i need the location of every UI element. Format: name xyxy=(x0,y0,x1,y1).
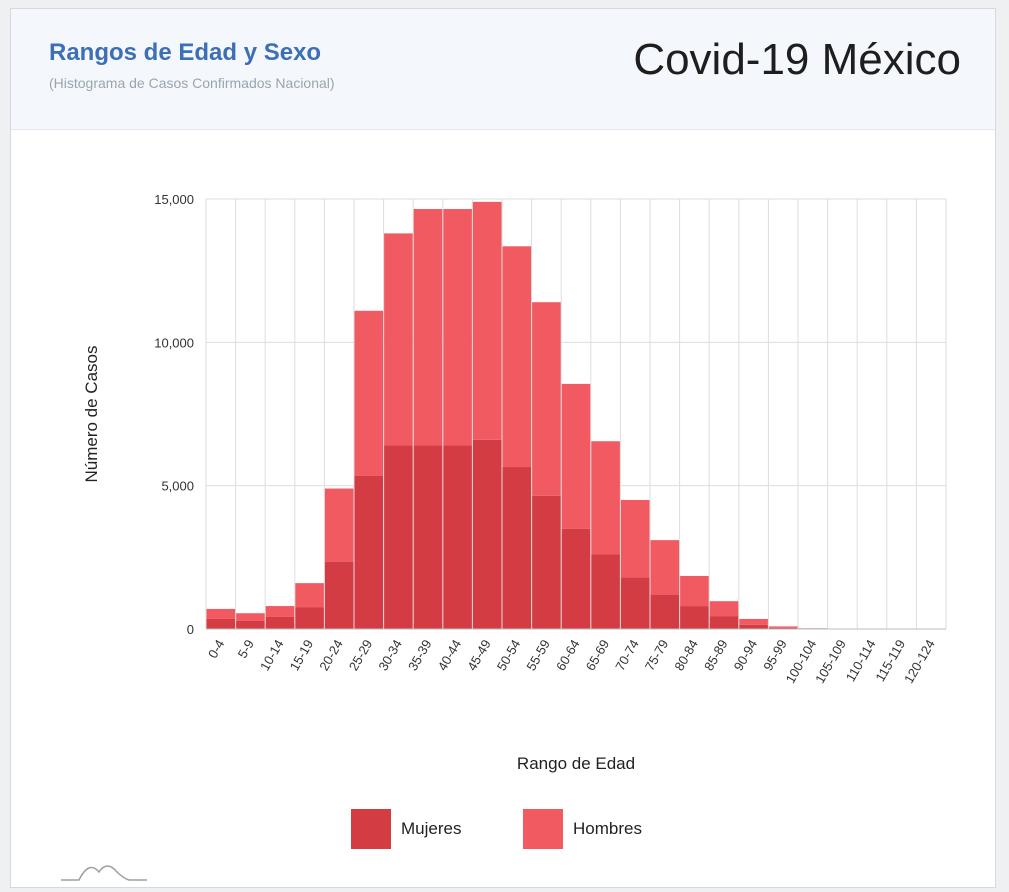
x-tick-label: 75-79 xyxy=(642,637,672,673)
bar-mujeres xyxy=(502,467,532,629)
x-tick-label: 90-94 xyxy=(731,637,761,673)
logo-icon xyxy=(61,865,147,881)
bar-hombres xyxy=(384,233,413,446)
x-tick-label: 35-39 xyxy=(405,637,435,673)
legend-swatch-mujeres xyxy=(351,809,391,849)
x-tick-label: 85-89 xyxy=(701,637,731,673)
x-axis-label: Rango de Edad xyxy=(517,754,635,773)
histogram-chart: 0 5,000 10,000 15,000 0-4 5-9 10-14 15-19 20-24 2… xyxy=(82,192,947,773)
chart-title: Rangos de Edad y Sexo xyxy=(49,39,322,66)
bar-hombres xyxy=(591,441,620,555)
x-tick-label: 50-54 xyxy=(494,637,524,673)
bar-mujeres xyxy=(680,606,709,629)
y-tick-label: 10,000 xyxy=(154,335,194,350)
bar-hombres xyxy=(739,618,768,625)
brand-title: Covid-19 México xyxy=(633,35,961,84)
bar-hombres xyxy=(443,209,472,446)
x-tick-label: 10-14 xyxy=(257,637,287,673)
bar-mujeres xyxy=(532,495,561,629)
bar-mujeres xyxy=(561,528,591,629)
y-tick-label: 5,000 xyxy=(161,479,194,494)
bar-hombres xyxy=(680,575,709,607)
y-tick-label: 15,000 xyxy=(154,192,194,207)
bar-hombres xyxy=(265,606,295,617)
chart-card: Rangos de Edad y Sexo (Histograma de Cas… xyxy=(10,8,996,888)
legend-hombres[interactable]: Hombres xyxy=(523,809,642,849)
bar-hombres xyxy=(206,608,236,619)
bar-mujeres xyxy=(354,475,384,629)
chart-subtitle: (Histograma de Casos Confirmados Naciona… xyxy=(49,75,335,91)
legend-label-mujeres: Mujeres xyxy=(401,819,462,838)
x-tick-label: 65-69 xyxy=(583,637,613,673)
bar-hombres xyxy=(502,246,532,468)
y-axis-label: Número de Casos xyxy=(82,345,101,482)
bar-mujeres xyxy=(768,627,798,629)
bar-hombres xyxy=(236,613,265,621)
bar-hombres xyxy=(295,583,324,608)
bar-hombres xyxy=(472,201,502,440)
bar-hombres xyxy=(768,626,798,628)
card-header: Rangos de Edad y Sexo (Histograma de Cas… xyxy=(11,9,995,130)
bar-mujeres xyxy=(650,594,680,629)
x-tick-label: 25-29 xyxy=(346,637,376,673)
legend-swatch-hombres xyxy=(523,809,563,849)
bar-mujeres xyxy=(295,607,324,629)
bar-hombres xyxy=(561,383,591,529)
bar-mujeres xyxy=(472,439,502,629)
bar-mujeres xyxy=(709,616,739,629)
bar-mujeres xyxy=(620,577,650,629)
bar-mujeres xyxy=(265,616,295,629)
bar-hombres xyxy=(650,540,680,595)
x-tick-label: 5-9 xyxy=(235,637,257,661)
bar-hombres xyxy=(620,500,650,578)
legend-mujeres[interactable]: Mujeres xyxy=(351,809,461,849)
y-tick-label: 0 xyxy=(187,622,194,637)
bar-hombres xyxy=(532,302,561,496)
x-tick-label: 80-84 xyxy=(671,637,701,673)
x-tick-label: 30-34 xyxy=(375,637,405,673)
bar-hombres xyxy=(413,209,443,446)
x-tick-label: 60-64 xyxy=(553,637,583,673)
x-tick-label: 0-4 xyxy=(205,637,227,661)
bar-hombres xyxy=(709,601,739,617)
bar-mujeres xyxy=(384,445,413,629)
bar-mujeres xyxy=(206,618,236,629)
bar-mujeres xyxy=(443,445,472,629)
x-tick-label: 55-59 xyxy=(523,637,553,673)
bar-mujeres xyxy=(324,561,354,629)
x-tick-label: 20-24 xyxy=(316,637,346,673)
x-tick-label: 70-74 xyxy=(612,637,642,673)
x-tick-label: 95-99 xyxy=(760,637,790,673)
x-tick-label: 40-44 xyxy=(435,637,465,673)
bar-mujeres xyxy=(739,624,768,629)
bar-hombres xyxy=(324,488,354,562)
bar-mujeres xyxy=(591,554,620,629)
bar-mujeres xyxy=(236,620,265,629)
bar-mujeres xyxy=(413,445,443,629)
x-tick-label: 15-19 xyxy=(287,637,317,673)
bar-hombres xyxy=(354,310,384,476)
x-tick-label: 45-49 xyxy=(464,637,494,673)
legend-label-hombres: Hombres xyxy=(573,819,642,838)
